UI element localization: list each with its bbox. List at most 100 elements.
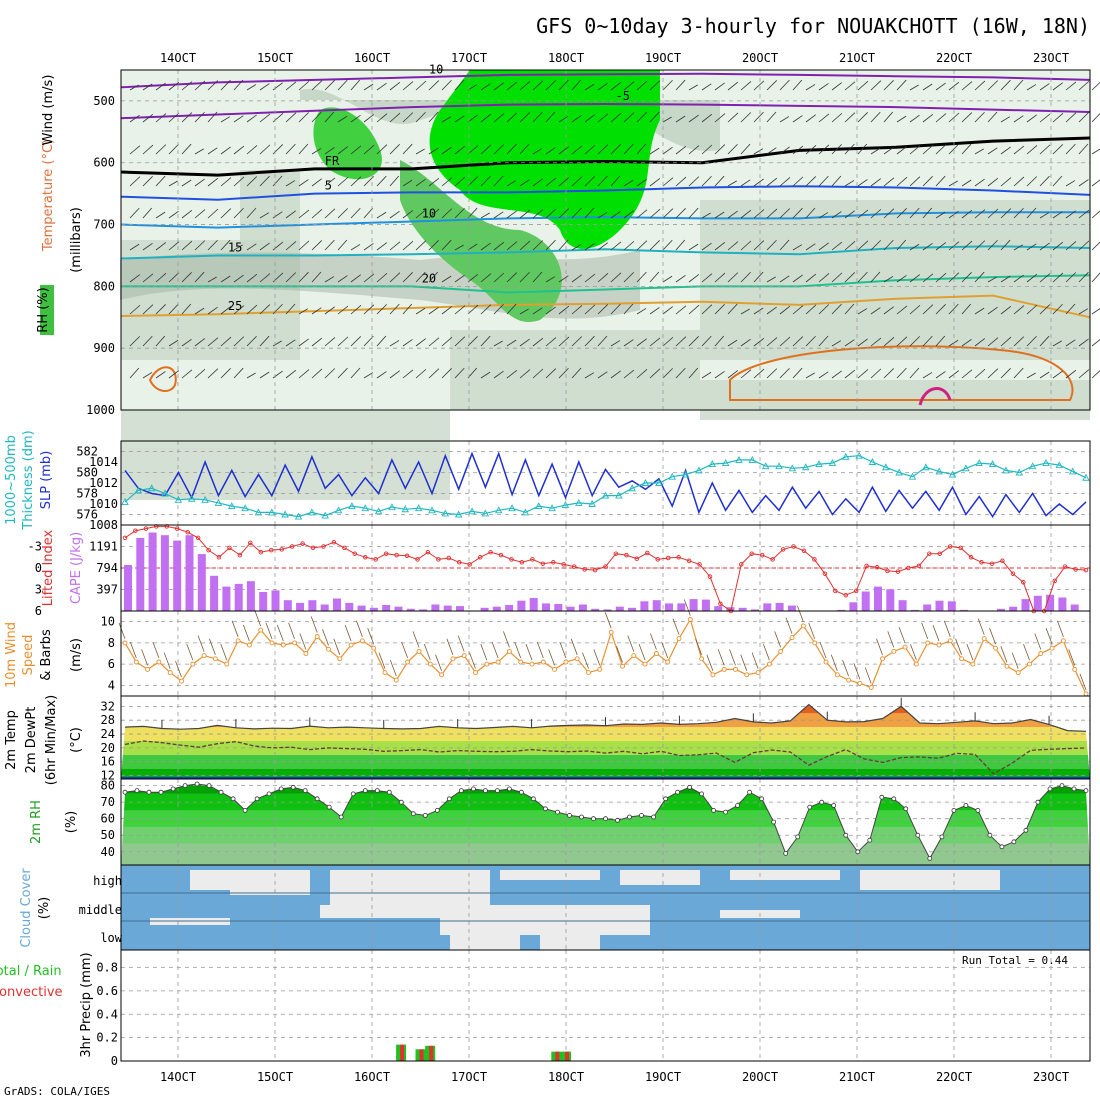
thickness-point — [828, 459, 837, 466]
thickness-point — [641, 479, 650, 486]
lifted-index-point — [582, 567, 587, 572]
wind-barb — [129, 304, 141, 315]
lifted-index-point — [624, 552, 629, 558]
cape-bar — [271, 590, 280, 611]
wind-tick-label: 8 — [108, 636, 115, 650]
cape-bar — [665, 603, 673, 611]
wind-barb — [649, 208, 661, 219]
rh-point — [134, 788, 140, 793]
wind-barb — [311, 80, 323, 91]
wind-barb — [909, 114, 920, 123]
wind-barb — [480, 144, 492, 155]
wind-barb — [766, 147, 777, 155]
wind-barb — [909, 274, 921, 283]
wind-barb — [1013, 336, 1025, 347]
wind-barb — [584, 335, 595, 347]
cape-bar — [910, 609, 919, 611]
wind-barb — [467, 84, 478, 91]
wind-barb — [363, 83, 374, 91]
wind-barb — [194, 368, 206, 379]
wind-speed-point — [812, 640, 818, 646]
wind-barb — [636, 178, 647, 187]
precip-convective-bar — [555, 1051, 560, 1061]
wind-speed-point — [959, 656, 965, 662]
wind-barb — [207, 276, 217, 283]
wind-barb — [506, 143, 517, 155]
wind-barb — [649, 337, 661, 347]
wind-barb — [1065, 143, 1076, 155]
wind-barb — [910, 643, 917, 661]
wind-barb — [727, 303, 738, 315]
rh-point — [1071, 786, 1077, 792]
wind-barb — [402, 143, 413, 155]
cloud-gap — [320, 905, 440, 918]
wind-barb — [779, 305, 791, 315]
bottom-date-label: 15OCT — [257, 1070, 293, 1084]
wind-barb — [922, 83, 933, 91]
wind-barb — [181, 81, 193, 91]
thickness-point — [868, 458, 877, 465]
wind-barb — [857, 112, 868, 123]
thickness-point — [401, 505, 410, 513]
wind-barb — [1091, 148, 1100, 155]
wind-barb — [350, 367, 361, 379]
lifted-index-point — [373, 557, 378, 562]
thickness-point — [561, 501, 570, 508]
wind-barb — [805, 145, 817, 155]
rh-point — [711, 808, 716, 813]
cloud-cover-panel: high middle low Cloud Cover (%) — [19, 864, 1091, 951]
rh-point — [338, 814, 344, 820]
cape-bar — [787, 605, 796, 611]
wind-barb — [909, 336, 920, 347]
wind-barb — [974, 148, 984, 155]
pressure-tick-label: 800 — [93, 279, 115, 293]
rh-high-area — [429, 70, 660, 249]
wind-barb — [714, 335, 725, 347]
wind-barb — [753, 148, 764, 155]
lifted-index-point — [707, 574, 713, 579]
wind-barb — [514, 641, 522, 659]
wind-barb — [805, 335, 816, 347]
wind-barb — [532, 178, 543, 187]
wind-barb — [649, 111, 660, 123]
wind-barb — [220, 306, 232, 315]
thickness-point — [815, 460, 823, 468]
wind-barb — [1039, 83, 1050, 91]
wind-barb — [766, 177, 778, 187]
wind-speed-point — [235, 638, 241, 644]
lifted-index-point — [216, 555, 222, 560]
cape-bar — [603, 609, 612, 611]
wind-barb — [896, 208, 907, 219]
wind-barb — [129, 176, 141, 187]
wind-barb — [545, 80, 556, 91]
cape-bar — [1058, 597, 1067, 611]
cape-bar — [308, 600, 317, 611]
wind-axis-label: Wind (m/s) — [41, 75, 56, 146]
wind-barb — [503, 631, 510, 648]
wind-barb — [152, 641, 160, 659]
wind-barb — [389, 340, 400, 347]
wind-barb — [883, 208, 895, 219]
wind-barb — [948, 339, 959, 347]
wind-barb — [571, 367, 582, 379]
wind-barb — [701, 83, 712, 91]
lifted-index-point — [363, 555, 368, 560]
wind-barb — [623, 339, 634, 347]
wind-barb — [129, 84, 139, 91]
wind-barb — [186, 643, 194, 661]
thickness-point — [988, 460, 997, 468]
cloud-middle-label: middle — [79, 903, 122, 917]
wind-barb — [1013, 79, 1024, 91]
lifted-index-point — [853, 588, 859, 594]
wind-barb — [857, 179, 868, 187]
wind-speed-point — [665, 659, 671, 665]
thickness-point — [468, 507, 476, 515]
wind-barb — [155, 371, 166, 379]
wind-barb — [683, 599, 691, 616]
cape-tick-label: 1191 — [89, 540, 118, 554]
wind-barb — [1091, 272, 1100, 283]
rh-unit-label: (%) — [64, 811, 79, 834]
thickness-point — [681, 470, 690, 478]
minmax-axis-label: (6hr Min/Max) — [44, 695, 59, 785]
wind-barb — [337, 79, 348, 91]
